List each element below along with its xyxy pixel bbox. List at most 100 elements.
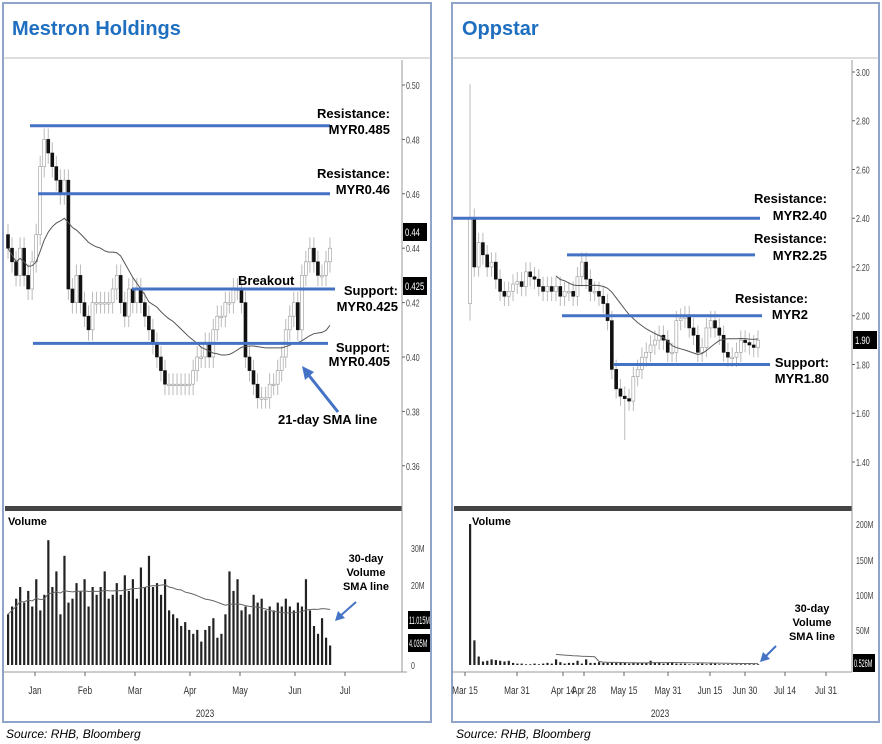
candle-down [78,275,83,303]
volume-bar [602,662,605,665]
volume-bar [619,662,622,665]
candle-up [631,376,636,402]
volume-bar [208,626,211,665]
candle-down [295,302,300,331]
arrow-head-icon [760,652,770,662]
volume-bar [119,594,122,665]
candle-down [86,315,91,331]
volume-bar [533,663,536,665]
arrow-line [305,372,340,413]
time-tick-label: Jan [28,685,41,697]
candle-down [721,334,726,353]
price-tick-label: 0.40 [406,352,420,364]
candle-up [700,347,704,353]
volume-tick-label: 0 [411,660,415,672]
candle-up [219,315,224,319]
candle-down [519,281,524,287]
volume-bar [43,594,46,665]
last-price-box [403,223,427,241]
volume-bar [7,614,10,665]
time-tick-label: Apr [184,685,197,697]
candle-up [223,302,228,317]
volume-bar [272,610,275,665]
candle-up [271,383,276,387]
volume-bar [103,571,106,665]
volume-bar [288,606,291,665]
volume-bar [256,602,259,665]
volume-tick-label: 100M [856,590,873,602]
volume-bar [180,626,183,665]
volume-bar [722,664,725,665]
candle-up [98,302,103,305]
candle-down [627,398,631,402]
candle-up [670,352,674,355]
volume-bar [671,662,674,665]
price-tick-label: 1.60 [856,408,870,420]
volume-bar [597,662,601,665]
volume-bar [726,664,730,665]
volume-bar [589,662,592,665]
volume-bar [580,663,583,665]
candle-up [300,275,304,331]
price-tick-label: 0.44 [406,243,420,255]
candle-down [696,334,700,353]
price-tick-label: 0.36 [406,461,420,473]
volume-bar [232,590,235,665]
candle-down [155,343,159,358]
volume-bar [481,661,485,665]
volume-bar [312,626,316,665]
candle-down [717,327,722,336]
candle-down [255,383,260,399]
level-value-label: MYR2.40 [773,208,827,223]
volume-bar [192,633,195,665]
volume-bar [296,602,299,665]
candle-up [227,302,232,305]
candle-up [187,383,191,387]
candle-up [106,302,111,305]
candle-down [46,139,51,154]
volume-bar [666,662,669,665]
candle-down [597,291,601,297]
volume-bar [696,663,700,665]
volume-bar [628,663,631,665]
volume-bar [300,606,304,665]
chart-title-oppstar: Oppstar [462,18,539,40]
level-value-label: MYR0.405 [329,354,390,369]
volume-bar [320,618,324,665]
volume-bar [546,662,549,665]
volume-bar [473,640,476,665]
candle-up [215,315,220,331]
volume-bar [236,579,239,665]
candle-up [644,352,649,358]
candle-up [476,242,481,268]
candle-down [66,179,71,290]
volume-bar [71,598,74,665]
price-tick-label: 0.42 [406,297,420,309]
volume-bar [220,633,223,665]
candle-up [287,315,292,331]
volume-bar [55,571,58,665]
candle-down [26,275,30,290]
last-volume-box [408,611,430,629]
candle-up [730,356,735,359]
volume-bar [499,660,502,665]
time-tick-label: Mar 31 [504,685,530,697]
candle-down [493,261,498,280]
candle-up [231,288,236,303]
candle-down [118,275,123,303]
volume-bar [477,656,480,665]
volume-bar [316,633,320,665]
level-kind-label: Resistance: [317,166,390,181]
candle-up [183,383,187,387]
candle-up [674,320,679,353]
candle-up [308,247,312,263]
candle-down [58,179,63,195]
pane-separator [5,506,402,511]
volume-bar [135,598,138,665]
candle-up [545,286,550,292]
volume-bar [19,587,22,665]
candle-up [511,283,515,292]
level-value-label: MYR0.46 [336,182,390,197]
candle-up [275,370,280,385]
candle-down [6,234,10,249]
